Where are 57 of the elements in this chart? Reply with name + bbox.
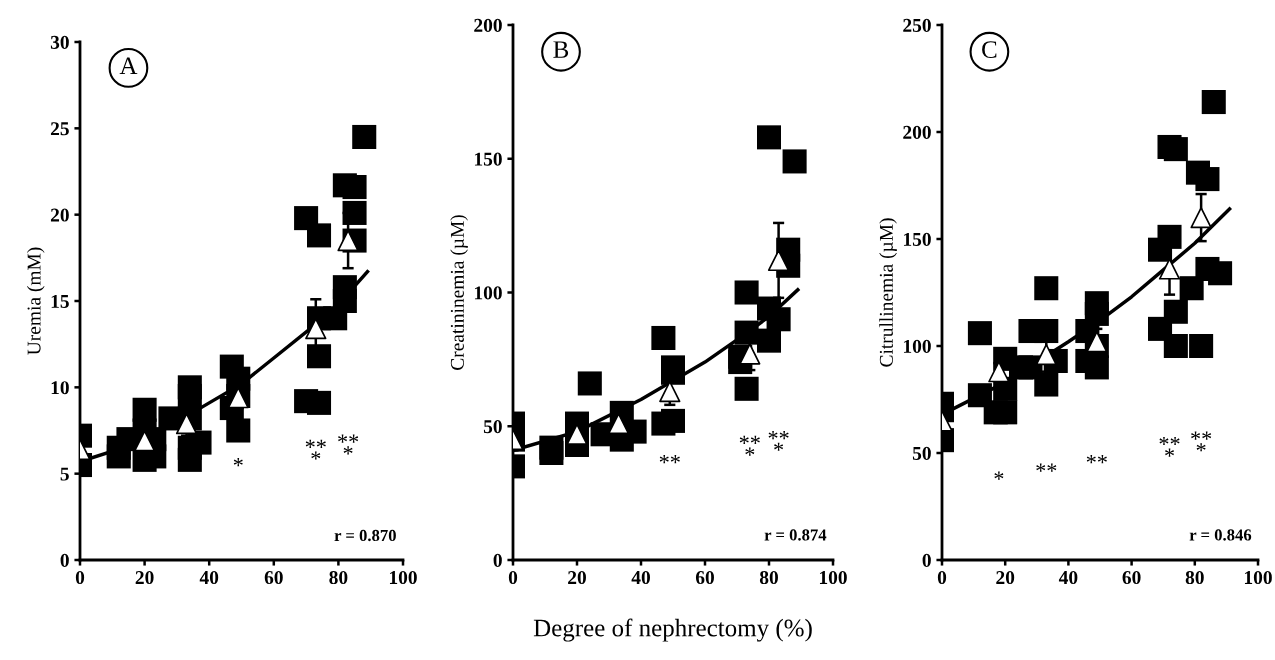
- chart-title: B: [553, 41, 569, 58]
- x-tick-label: 40: [1058, 570, 1078, 585]
- x-tick-label: 40: [199, 570, 219, 585]
- y-tick-label: 5: [60, 467, 69, 481]
- x-tick-label: 20: [135, 570, 154, 585]
- y-tick-label: 150: [903, 232, 931, 246]
- y-axis-title: Creatininemia (µM): [450, 215, 468, 370]
- x-tick-label: 20: [568, 570, 586, 585]
- x-tick-label: 100: [819, 570, 847, 585]
- annotation: ** *: [1191, 431, 1212, 452]
- annotation: r = 0.870: [334, 529, 396, 542]
- y-tick-label: 0: [922, 553, 931, 567]
- y-tick-label: 200: [903, 125, 931, 139]
- x-tick-label: 80: [759, 570, 778, 585]
- y-tick-label: 25: [50, 122, 69, 136]
- x-tick-label: 60: [264, 570, 283, 585]
- annotation: **: [659, 455, 680, 464]
- annotation: **: [1036, 463, 1057, 472]
- x-tick-label: 40: [631, 570, 650, 585]
- x-tick-label: 60: [1122, 570, 1141, 585]
- x-tick-label: 20: [996, 570, 1015, 585]
- annotation: ** *: [1159, 436, 1180, 457]
- annotation: ** *: [768, 431, 789, 451]
- x-tick-label: 60: [695, 570, 714, 585]
- y-tick-label: 20: [50, 208, 69, 222]
- y-tick-label: 50: [912, 446, 931, 460]
- x-tick-label: 80: [329, 570, 348, 585]
- y-tick-label: 0: [493, 553, 502, 567]
- x-tick-label: 0: [75, 570, 85, 585]
- x-tick-label: 0: [508, 570, 518, 585]
- y-tick-label: 0: [60, 553, 69, 567]
- annotation: *: [994, 471, 1004, 480]
- x-tick-label: 0: [937, 570, 947, 585]
- y-axis-title: Citrullinemia (µM): [879, 218, 897, 367]
- y-tick-label: 10: [51, 381, 69, 395]
- annotation: r = 0.874: [764, 529, 827, 541]
- x-tick-label: 100: [1244, 570, 1272, 585]
- annotation: *: [233, 458, 243, 467]
- chart-title: C: [982, 41, 997, 59]
- x-axis-title: Degree of nephrectomy (%): [533, 618, 812, 642]
- annotation: r = 0.846: [1189, 529, 1252, 541]
- y-tick-label: 150: [474, 152, 502, 166]
- x-tick-label: 100: [389, 570, 417, 585]
- y-tick-label: 15: [51, 294, 69, 308]
- chart-title: A: [119, 57, 138, 74]
- annotation: **: [1086, 455, 1107, 464]
- x-tick-label: 80: [1185, 570, 1204, 585]
- y-axis-title: Uremia (mM): [26, 247, 45, 355]
- y-tick-label: 30: [50, 35, 69, 49]
- y-tick-label: 100: [474, 286, 502, 300]
- annotation: ** *: [305, 439, 326, 460]
- annotation: ** *: [338, 434, 359, 455]
- y-tick-label: 250: [903, 18, 931, 32]
- y-tick-label: 50: [483, 420, 502, 434]
- y-tick-label: 100: [903, 339, 931, 353]
- y-tick-label: 200: [474, 18, 502, 32]
- annotation: ** *: [739, 435, 760, 456]
